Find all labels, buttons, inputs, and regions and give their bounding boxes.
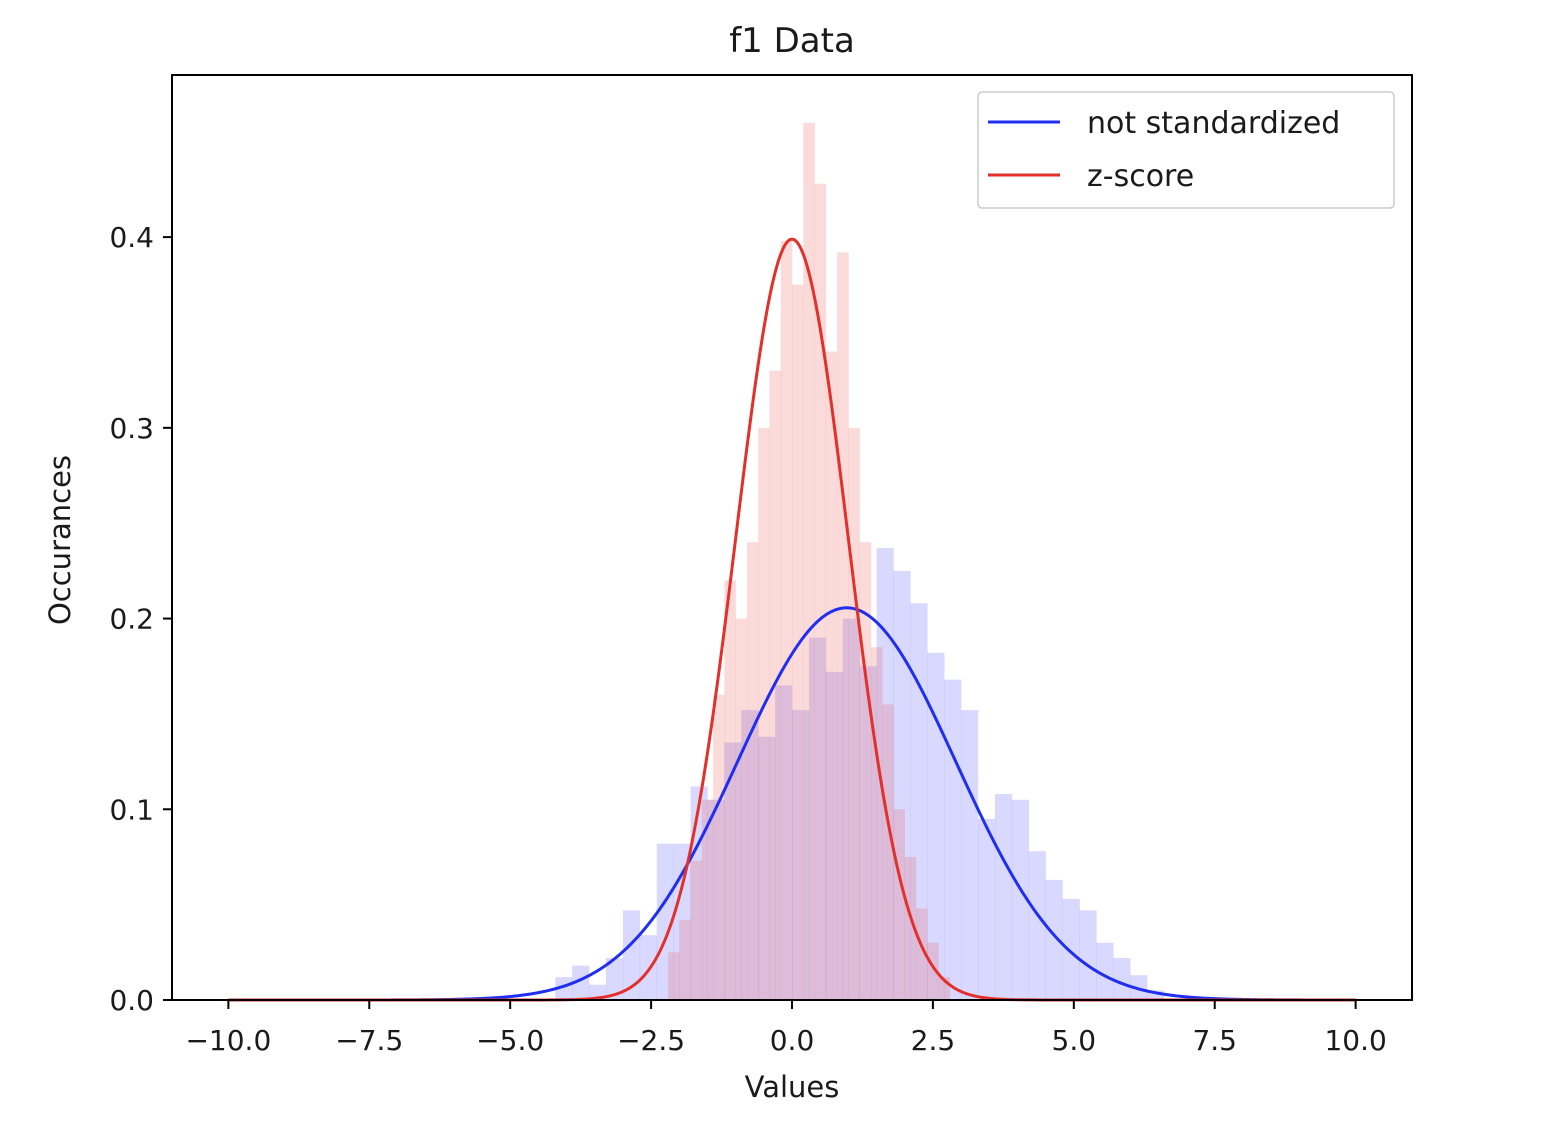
legend-label-not-standardized: not standardized	[1087, 106, 1340, 141]
histogram-bar	[792, 710, 810, 1000]
y-tick-label: 0.3	[109, 412, 154, 445]
histogram-bar	[775, 685, 793, 1000]
histogram-bar	[893, 809, 906, 1000]
y-tick-label: 0.0	[109, 984, 154, 1017]
legend: not standardized z-score	[977, 91, 1395, 209]
histogram-bar	[1011, 799, 1030, 1000]
histogram-bar	[724, 742, 742, 1000]
histogram-bar	[758, 427, 770, 1000]
histogram-bar	[994, 794, 1013, 1000]
histogram-bar	[904, 856, 917, 1000]
x-tick-label: 10.0	[1324, 1024, 1386, 1057]
histogram-bar	[938, 977, 951, 1000]
histogram-bar	[1113, 958, 1131, 1000]
x-tick-label: −7.5	[335, 1024, 403, 1057]
histogram-bar	[961, 710, 979, 1000]
histogram-bar	[837, 252, 849, 1000]
histogram-bar	[882, 704, 894, 1000]
x-tick-label: 5.0	[1052, 1024, 1097, 1057]
histogram-bar	[870, 647, 883, 1000]
histogram-bar	[1028, 851, 1046, 1000]
histogram-bar	[814, 183, 827, 1001]
x-tick-label: −10.0	[185, 1024, 271, 1057]
histogram-bar	[808, 637, 827, 1000]
y-tick-label: 0.1	[109, 793, 154, 826]
x-axis-label: Values	[745, 1070, 840, 1104]
histogram-bar	[1147, 990, 1165, 1000]
legend-label-z-score: z-score	[1087, 159, 1194, 194]
histogram-bar	[825, 671, 844, 1000]
histogram-bar	[859, 542, 872, 1000]
histogram-bar	[741, 710, 759, 1000]
histogram-bar	[668, 952, 680, 1000]
histogram-bar	[927, 652, 945, 1000]
x-tick-label: 7.5	[1192, 1024, 1237, 1057]
histogram-bar	[1096, 942, 1114, 1000]
histogram-bar	[713, 694, 725, 1000]
x-tick-label: 0.0	[770, 1024, 815, 1057]
histogram-bar	[910, 603, 928, 1000]
histogram-bar	[848, 427, 860, 1000]
histogram-bar	[639, 935, 658, 1000]
x-tick-label: −2.5	[617, 1024, 685, 1057]
x-tick-label: 2.5	[911, 1024, 956, 1057]
histogram-bar	[758, 736, 776, 1000]
histogram-bar	[656, 843, 674, 1000]
histogram-bar	[876, 547, 894, 1000]
y-axis: 0.0 0.1 0.2 0.3 0.4	[109, 221, 172, 1017]
histogram-bar	[622, 910, 641, 1000]
y-axis-label: Occurances	[43, 455, 77, 625]
histogram-bar	[978, 818, 996, 1000]
histogram-bar	[780, 240, 793, 1000]
y-tick-label: 0.4	[109, 221, 154, 254]
histogram-bar	[690, 860, 703, 1000]
histogram-bar	[701, 799, 714, 1000]
histogram-bar	[572, 965, 590, 1000]
histogram-bar	[724, 580, 736, 1000]
histogram-bar	[859, 666, 877, 1000]
histogram-not-standardized	[555, 547, 1165, 1000]
legend-box	[977, 91, 1395, 209]
histogram-bar	[927, 942, 939, 1000]
chart-title: f1 Data	[729, 21, 855, 61]
y-tick-label: 0.2	[109, 603, 154, 636]
histogram-bar	[555, 977, 573, 1000]
histogram-bar	[606, 958, 624, 1000]
histogram-bar	[735, 618, 748, 1000]
histogram-bar	[707, 799, 725, 1000]
histogram-bar	[842, 618, 860, 1000]
x-axis: −10.0 −7.5 −5.0 −2.5 0.0 2.5 5.0 7.5 10.0	[185, 1000, 1387, 1057]
histogram-bar	[1079, 910, 1097, 1000]
histogram-bar	[679, 919, 691, 1000]
x-tick-label: −5.0	[476, 1024, 544, 1057]
histogram-bar	[916, 908, 928, 1000]
histogram-bar	[1062, 898, 1080, 1000]
histogram-bar	[792, 284, 804, 1000]
histogram-bar	[825, 351, 838, 1000]
histogram-bar	[893, 570, 911, 1000]
histogram-bar	[803, 122, 815, 1000]
histogram-bar	[944, 679, 962, 1000]
histogram-bar	[1045, 879, 1063, 1000]
histogram-bar	[690, 786, 708, 1000]
histogram-bar	[746, 542, 759, 1000]
